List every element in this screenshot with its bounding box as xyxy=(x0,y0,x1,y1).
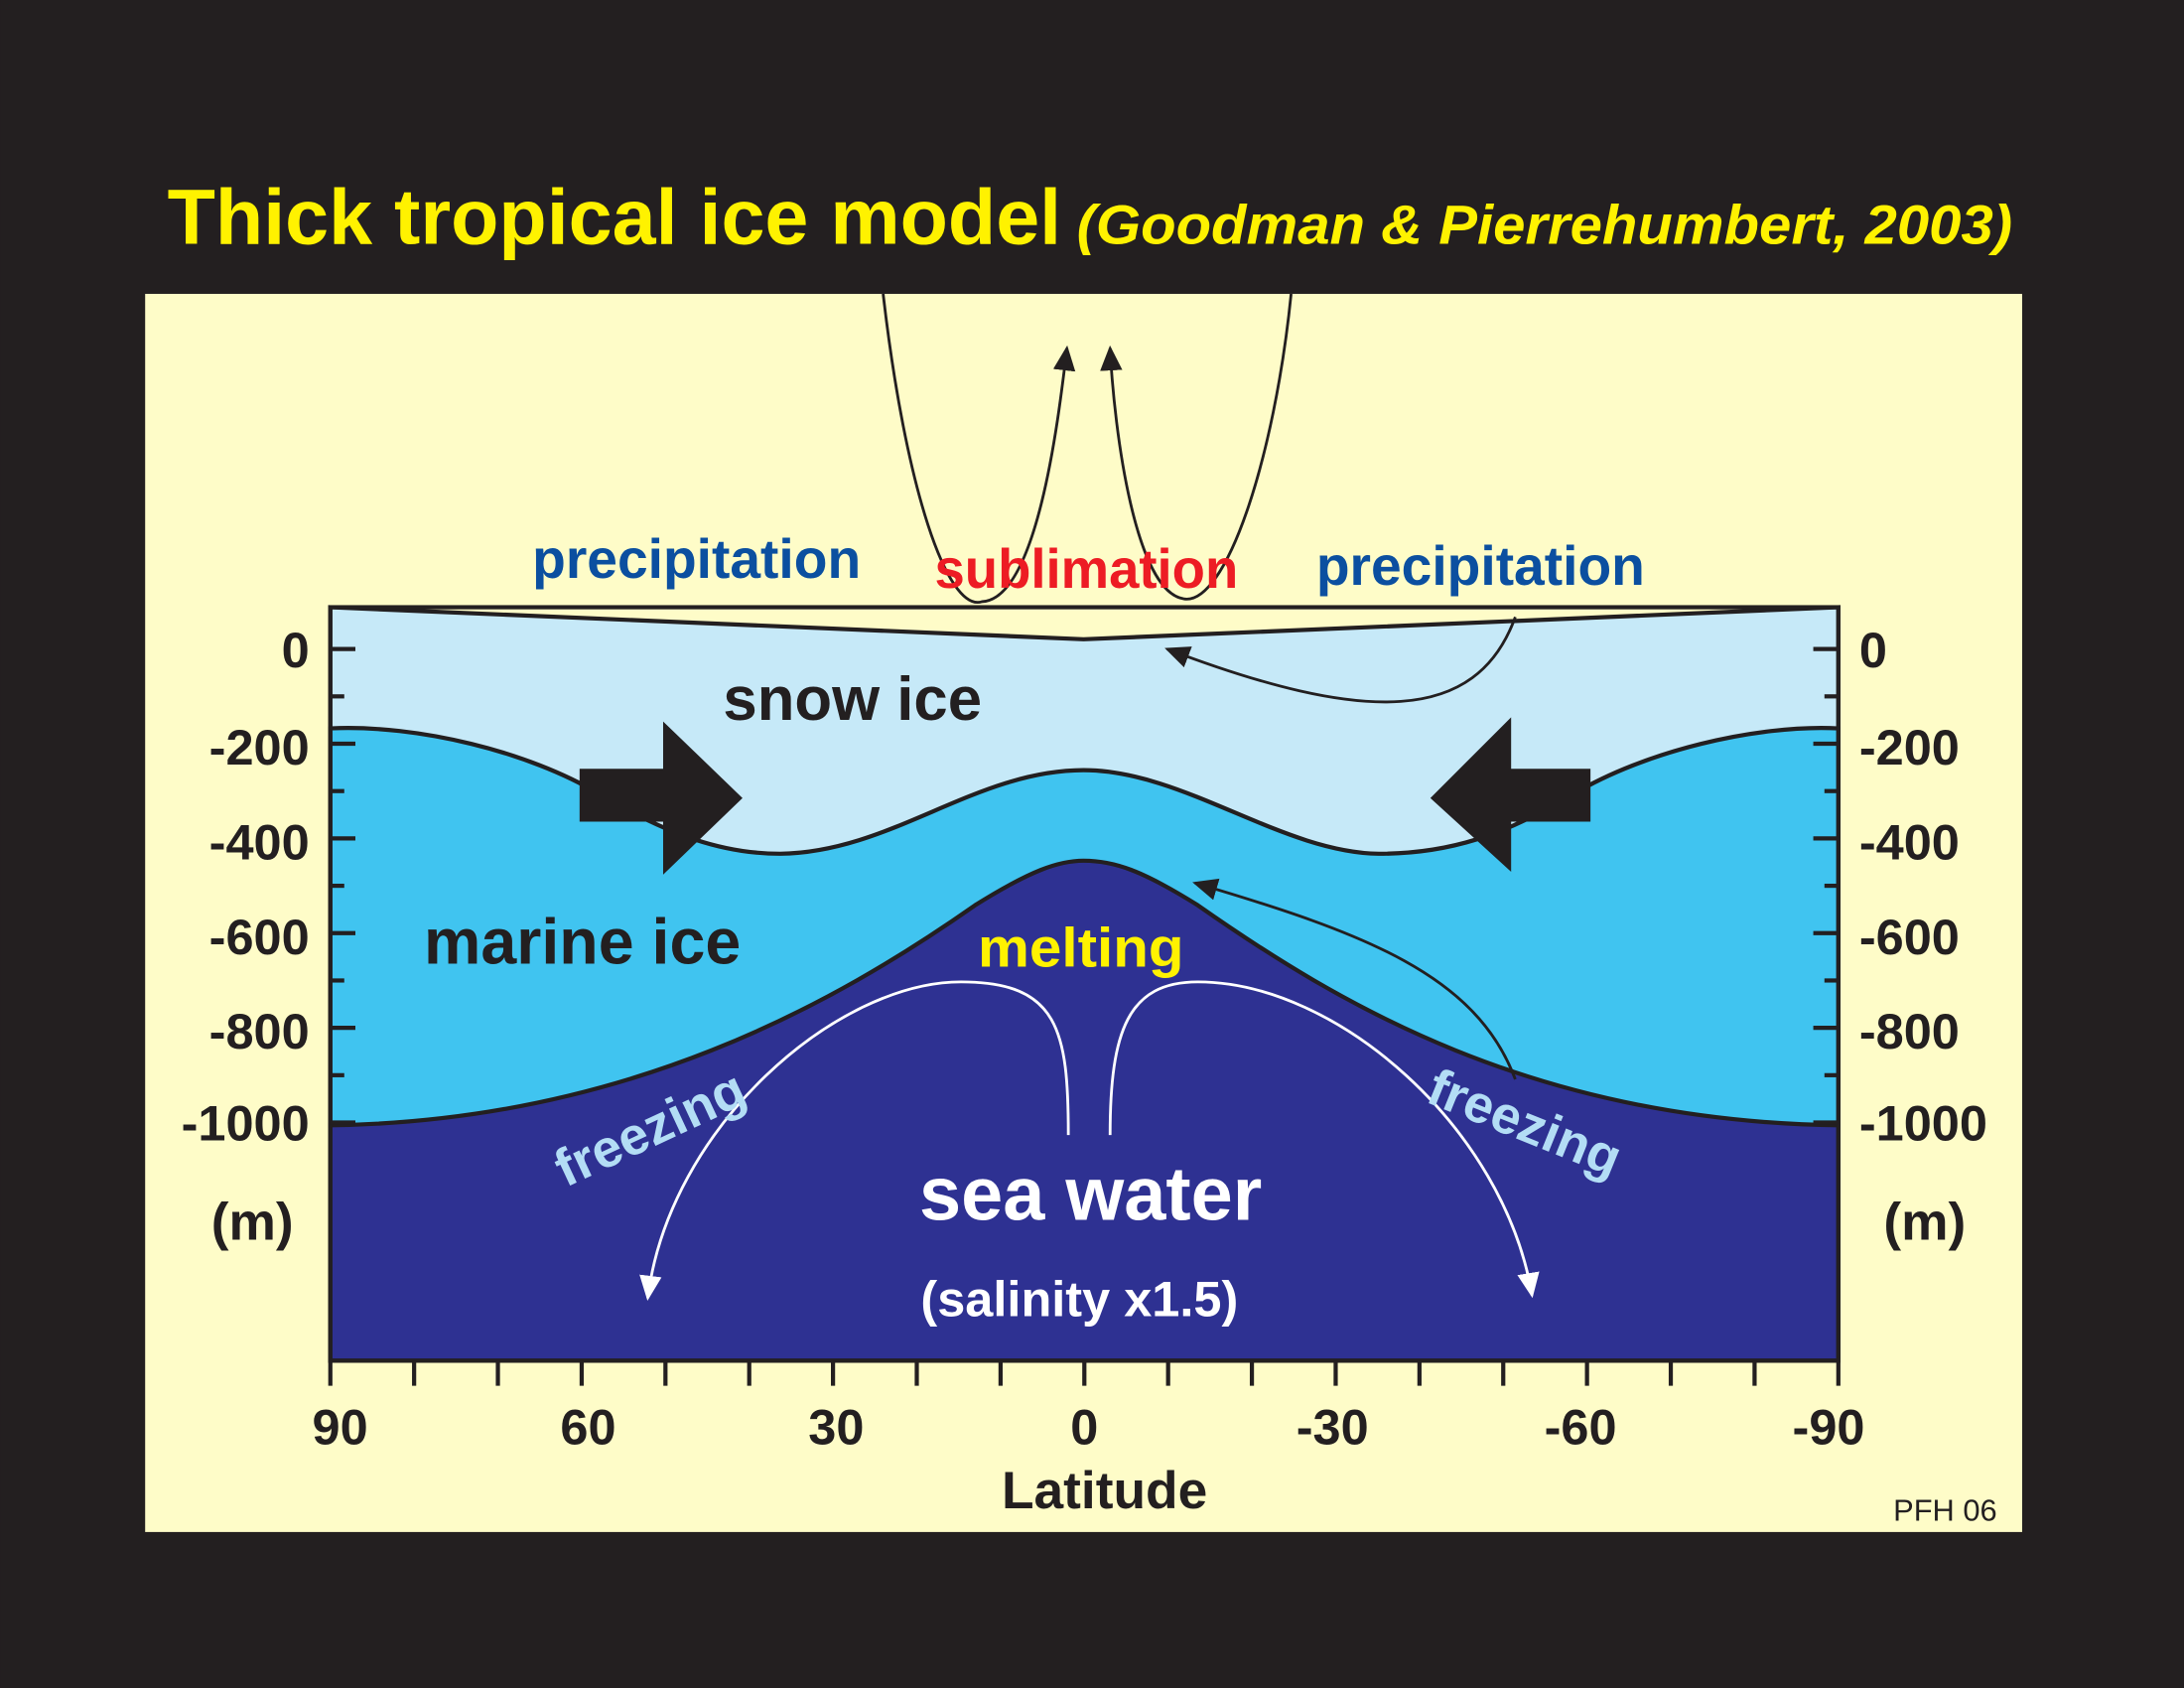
flow-line xyxy=(1192,878,1517,1080)
y-axis-unit: (m) xyxy=(1883,1193,1966,1251)
y-tick-label: -200 xyxy=(1859,719,1960,775)
x-tick-label: 60 xyxy=(560,1399,615,1456)
y-axis-unit: (m) xyxy=(211,1193,294,1251)
y-tick-label: -400 xyxy=(1859,813,1960,870)
ticks xyxy=(328,646,1841,1386)
y-tick-label: -1000 xyxy=(1859,1095,1987,1152)
y-tick-label: -600 xyxy=(209,909,310,965)
label: (salinity x1.5) xyxy=(920,1270,1238,1327)
label: snow ice xyxy=(723,665,982,734)
y-tick-label: -600 xyxy=(1859,909,1960,965)
flow-arrow xyxy=(579,721,743,875)
y-tick-label: 0 xyxy=(1859,622,1887,678)
y-tick-label: -800 xyxy=(209,1003,310,1059)
y-tick-label: -1000 xyxy=(182,1095,310,1152)
flow-line xyxy=(1164,616,1517,704)
label: melting xyxy=(978,915,1184,978)
label: sea water xyxy=(919,1153,1262,1237)
x-tick-label: 0 xyxy=(1070,1399,1098,1456)
x-tick-label: 30 xyxy=(808,1399,864,1456)
flow-line xyxy=(882,293,1076,604)
label: marine ice xyxy=(424,907,741,978)
flow-arrow xyxy=(1430,717,1591,873)
label: sublimation xyxy=(935,537,1239,600)
y-tick-label: -400 xyxy=(209,813,310,870)
sublimation-flows xyxy=(882,293,1517,1080)
x-tick-label: 90 xyxy=(312,1399,367,1456)
flow-line xyxy=(1100,293,1293,601)
x-tick-label: -30 xyxy=(1297,1399,1369,1456)
label: precipitation xyxy=(532,527,861,590)
sea-water-layer xyxy=(328,858,1841,1363)
flow-line xyxy=(1108,980,1540,1299)
y-tick-label: -800 xyxy=(1859,1003,1960,1059)
label: precipitation xyxy=(1316,534,1645,597)
citation: (Goodman & Pierrehumbert, 2003) xyxy=(1077,193,2013,255)
flow-line xyxy=(639,980,1070,1302)
x-axis-title: Latitude xyxy=(1002,1462,1207,1520)
x-tick-label: -90 xyxy=(1793,1399,1865,1456)
y-tick-label: 0 xyxy=(282,622,310,678)
ocean-flows xyxy=(639,980,1540,1302)
y-tick-label: -200 xyxy=(209,719,310,775)
x-tick-label: -60 xyxy=(1545,1399,1617,1456)
credit: PFH 06 xyxy=(1893,1493,1997,1528)
title: Thick tropical ice model xyxy=(168,173,1061,260)
axis-labels: 0 0-200 -200-400 -400-600 -600-800 -800-1000-… xyxy=(182,622,1987,1456)
